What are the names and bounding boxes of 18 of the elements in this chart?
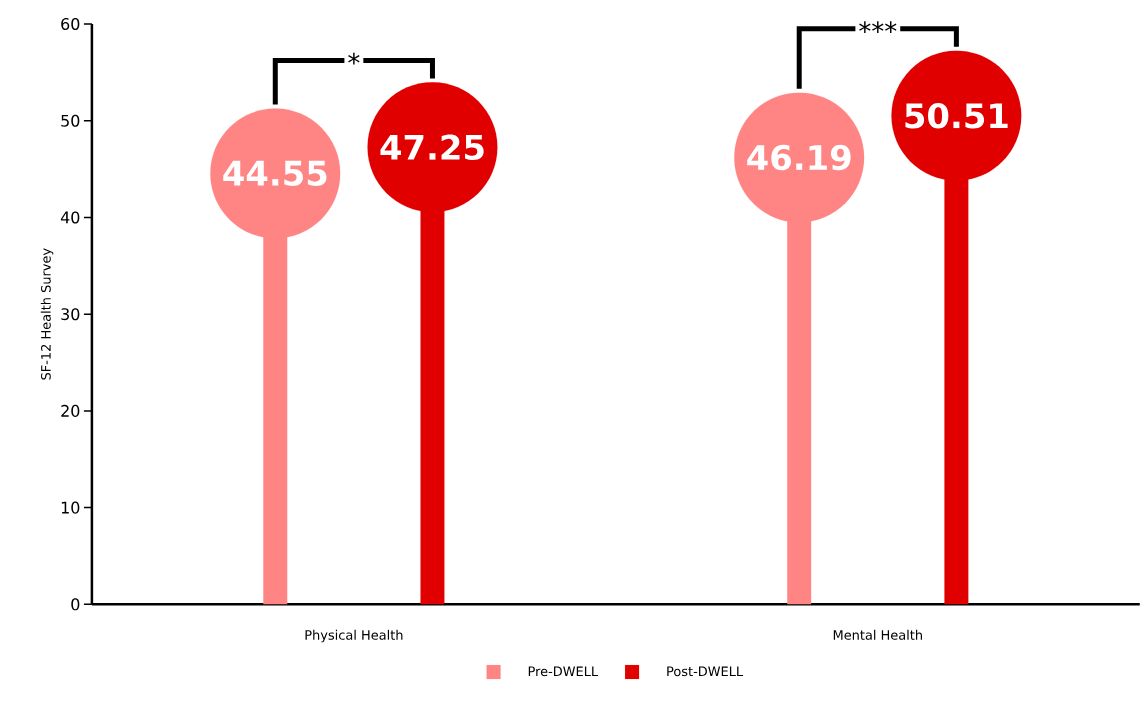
y-axis-title: SF-12 Health Survey bbox=[40, 248, 54, 380]
annotation: * bbox=[348, 52, 360, 65]
y-tick-label: 10 bbox=[61, 501, 80, 514]
y-tick-label: 50 bbox=[61, 114, 80, 127]
y-tick-label: 40 bbox=[60, 211, 80, 224]
x-tick-label: Physical Health bbox=[305, 629, 403, 643]
data-label: 44.55 bbox=[223, 160, 327, 186]
y-tick-label: 20 bbox=[61, 404, 80, 417]
legend-label: Pre-DWELL bbox=[528, 666, 599, 677]
data-label: 46.19 bbox=[747, 144, 851, 171]
x-tick-label: Mental Health bbox=[833, 629, 922, 640]
legend-label: Post-DWELL bbox=[667, 666, 744, 677]
data-label: 50.51 bbox=[905, 102, 1008, 129]
y-tick-label: 30 bbox=[61, 308, 80, 321]
y-tick-label: 0 bbox=[71, 598, 80, 611]
annotation: *** bbox=[859, 21, 897, 33]
y-tick-label: 60 bbox=[61, 17, 80, 30]
data-label: 47.25 bbox=[380, 134, 484, 160]
